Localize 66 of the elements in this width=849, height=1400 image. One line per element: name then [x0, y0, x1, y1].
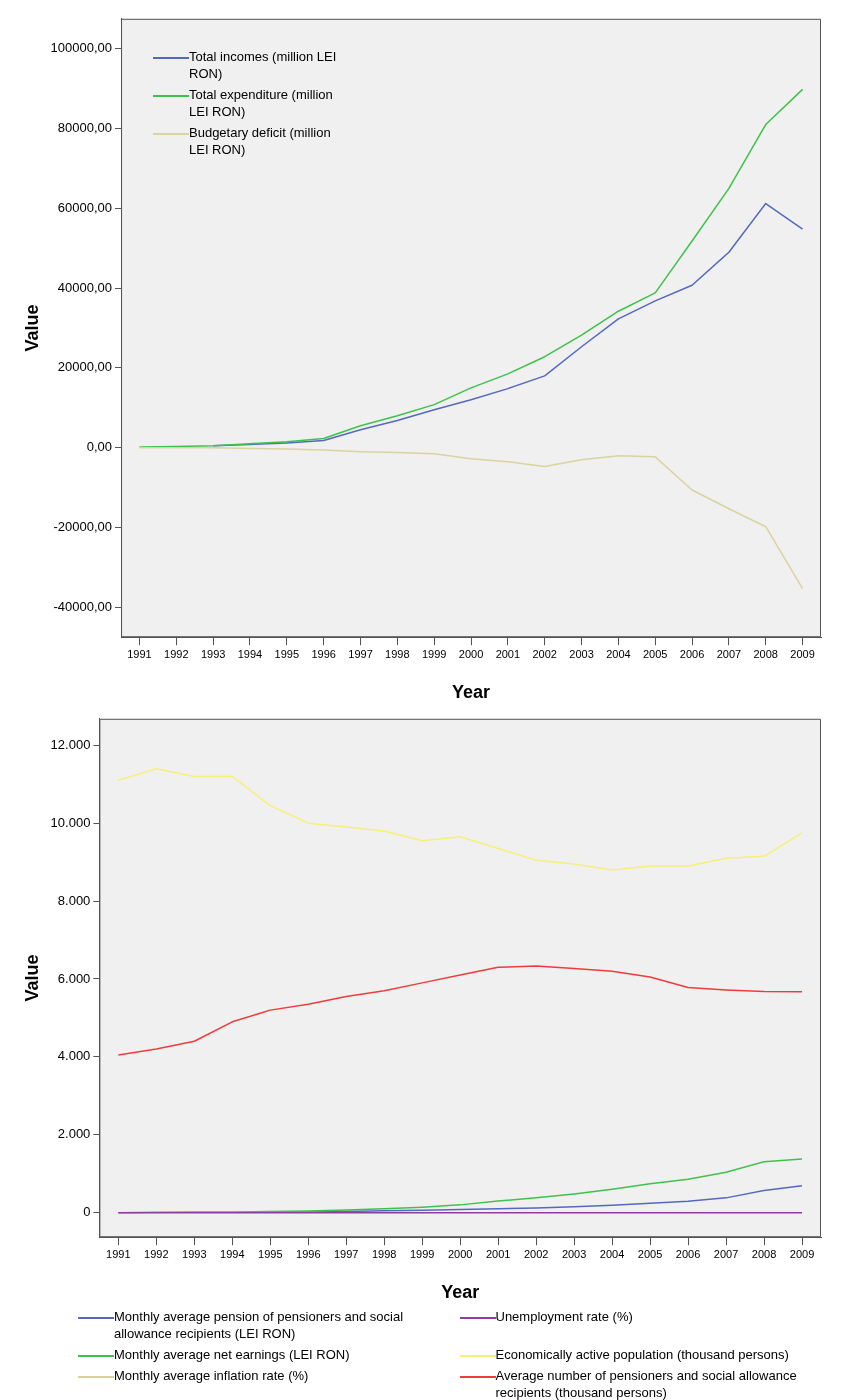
legend-label: Monthly average inflation rate (%) — [114, 1367, 309, 1384]
y-tick-label: 40000,00 — [57, 279, 113, 295]
y-tick-label: 4.000 — [57, 1048, 91, 1064]
x-tick-label: 2001 — [495, 647, 521, 660]
y-tick-label: 100000,00 — [50, 40, 113, 56]
x-tick-label: 1996 — [296, 1247, 321, 1260]
y-tick-label: -40000,00 — [53, 598, 113, 614]
x-tick-label: 2009 — [789, 1247, 815, 1260]
x-tick-label: 2006 — [675, 1247, 701, 1260]
x-tick-label: 2007 — [716, 647, 742, 660]
y-tick-label: 80000,00 — [57, 120, 113, 136]
legend-label: Economically active population (thousand persons) — [495, 1346, 789, 1363]
x-tick-label: 2003 — [569, 647, 594, 660]
x-tick-label: 2007 — [713, 1247, 739, 1260]
x-tick-label: 1997 — [334, 1247, 359, 1260]
y-tick-label: 2.000 — [57, 1126, 91, 1142]
x-tick-label: 1999 — [421, 647, 447, 660]
y-axis-title: Value — [21, 954, 42, 1002]
x-tick-label: 2005 — [637, 1247, 663, 1260]
y-tick-label: 10.000 — [50, 814, 91, 830]
x-tick-label: 2002 — [523, 1247, 549, 1260]
x-tick-label: 1995 — [274, 647, 300, 660]
x-tick-label: 2004 — [599, 1247, 625, 1260]
x-tick-label: 1993 — [182, 1247, 207, 1260]
y-tick-label: 12.000 — [50, 736, 91, 752]
legend-label: Unemployment rate (%) — [495, 1308, 633, 1325]
x-tick-label: 1996 — [311, 647, 336, 660]
y-tick-label: 20000,00 — [57, 359, 113, 375]
y-tick-label: -20000,00 — [53, 519, 113, 535]
y-tick-label: 60000,00 — [57, 199, 113, 215]
legend-label: Monthly average net earnings (LEI RON) — [114, 1346, 350, 1363]
x-tick-label: 1995 — [258, 1247, 283, 1260]
x-tick-label: 1999 — [409, 1247, 435, 1260]
x-tick-label: 2006 — [679, 647, 705, 660]
x-tick-label: 1994 — [220, 1247, 245, 1260]
legend-label: Total incomes (million LEI RON) — [189, 48, 338, 82]
y-axis-title: Value — [21, 304, 42, 352]
x-tick-label: 1993 — [200, 647, 226, 660]
x-tick-label: 2009 — [790, 647, 815, 660]
x-tick-label: 1991 — [106, 1247, 131, 1260]
x-tick-label: 2004 — [606, 647, 631, 660]
legend-label: Average number of pensioners and social allowance recipients (thousand persons) — [495, 1367, 798, 1400]
x-tick-label: 2002 — [532, 647, 557, 660]
x-tick-label: 2005 — [642, 647, 668, 660]
x-tick-label: 2000 — [447, 1247, 473, 1260]
y-tick-label: 0,00 — [86, 439, 113, 455]
x-tick-label: 2003 — [561, 1247, 587, 1260]
legend-label: Total expenditure (million LEI RON) — [189, 86, 334, 120]
x-axis-title: Year — [452, 682, 491, 703]
x-tick-label: 1998 — [385, 647, 410, 660]
y-tick-label: 8.000 — [57, 892, 91, 908]
y-tick-label: 0 — [83, 1204, 91, 1220]
x-tick-label: 1994 — [237, 647, 263, 660]
legend-label: Monthly average pension of pensioners and social allowance recipients (LEI RON) — [114, 1308, 405, 1342]
x-axis-title: Year — [441, 1282, 480, 1303]
y-tick-label: 6.000 — [57, 970, 91, 986]
x-tick-label: 2008 — [753, 647, 778, 660]
x-tick-label: 2008 — [751, 1247, 777, 1260]
x-tick-label: 1997 — [348, 647, 373, 660]
x-tick-label: 1992 — [144, 1247, 169, 1260]
x-tick-label: 1992 — [164, 647, 189, 660]
x-tick-label: 2001 — [485, 1247, 511, 1260]
x-tick-label: 1991 — [127, 647, 152, 660]
x-tick-label: 1998 — [371, 1247, 397, 1260]
x-tick-label: 2000 — [458, 647, 484, 660]
legend-label: Budgetary deficit (million LEI RON) — [189, 124, 332, 158]
